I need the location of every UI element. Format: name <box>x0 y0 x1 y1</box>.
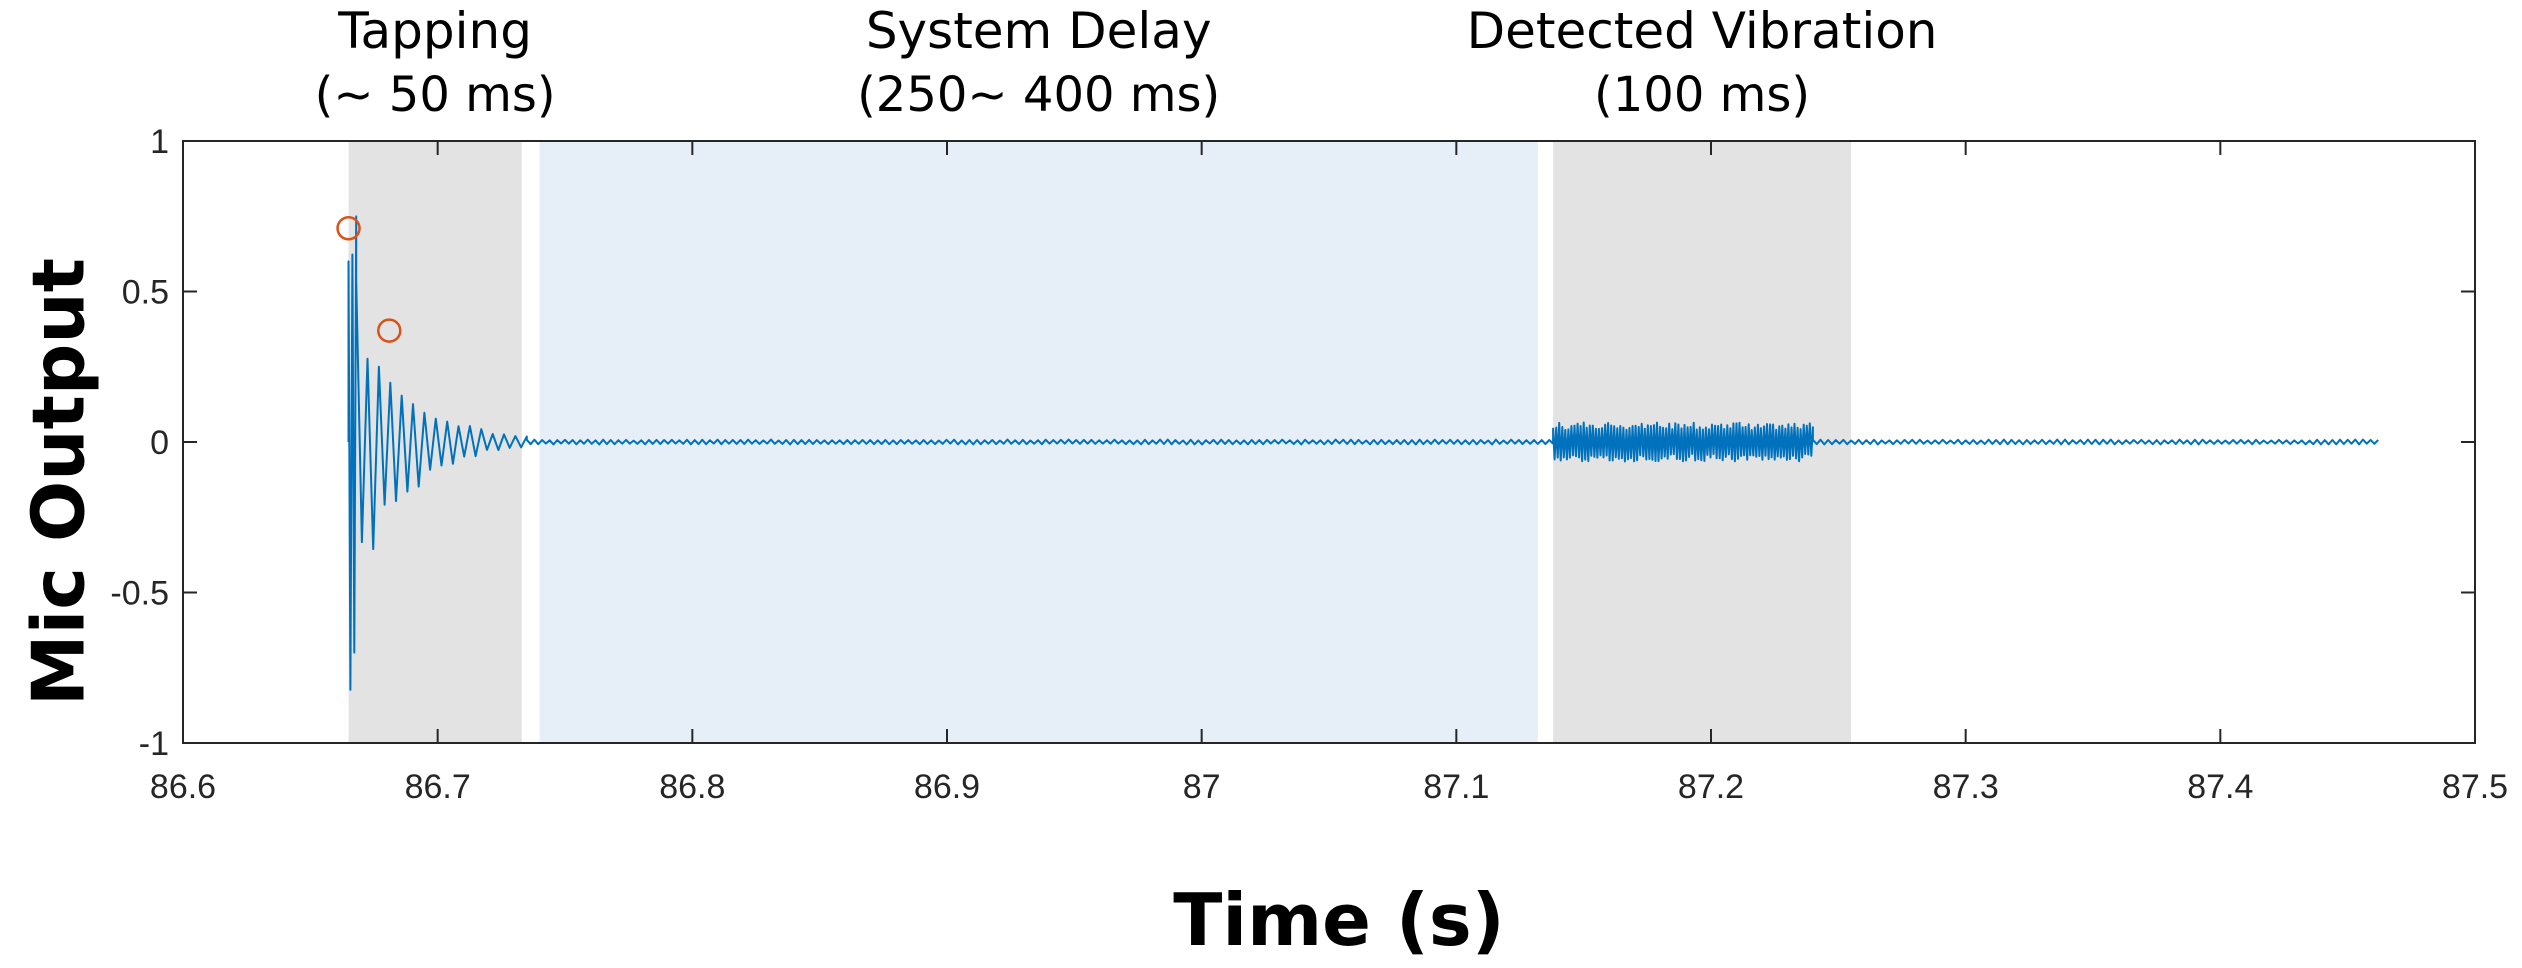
x-tick-label: 87.5 <box>2442 768 2508 806</box>
x-tick-label: 87.3 <box>1933 768 1999 806</box>
y-tick-label: 1 <box>150 123 169 161</box>
x-tick-label: 86.7 <box>405 768 471 806</box>
x-tick-label: 87.4 <box>2187 768 2253 806</box>
region-labels: Tapping (~ 50 ms) System Delay (250~ 400 ms… <box>315 2 1938 123</box>
x-tick-label: 87.2 <box>1678 768 1744 806</box>
x-axis-title: Time (s) <box>1173 878 1504 962</box>
region-title: Tapping <box>337 2 532 60</box>
region-title: System Delay <box>866 2 1212 60</box>
x-tick-label: 86.9 <box>914 768 980 806</box>
axis-ticks <box>182 140 2476 744</box>
y-tick-label: 0.5 <box>122 274 169 312</box>
y-tick-label: -1 <box>139 725 169 763</box>
peak-markers <box>336 216 402 343</box>
peak-marker <box>336 216 361 241</box>
x-tick-label: 87 <box>1183 768 1221 806</box>
mic-signal-line <box>347 215 2379 691</box>
y-axis-title: Mic Output <box>17 258 101 706</box>
region-sublabel: (~ 50 ms) <box>315 67 556 123</box>
region-sublabel: (100 ms) <box>1594 67 1810 123</box>
x-tick-label: 87.1 <box>1423 768 1489 806</box>
y-tick-label: 0 <box>150 424 169 462</box>
x-tick-label: 86.6 <box>150 768 216 806</box>
peak-marker <box>377 318 402 343</box>
y-tick-label: -0.5 <box>110 575 169 613</box>
region-sublabel: (250~ 400 ms) <box>857 67 1220 123</box>
x-tick-label: 86.8 <box>659 768 725 806</box>
region-title: Detected Vibration <box>1467 2 1938 60</box>
tick-labels: 86.6 86.7 86.8 86.9 87 87.1 87.2 87.3 87.4 87.5 1 0… <box>110 123 2508 806</box>
